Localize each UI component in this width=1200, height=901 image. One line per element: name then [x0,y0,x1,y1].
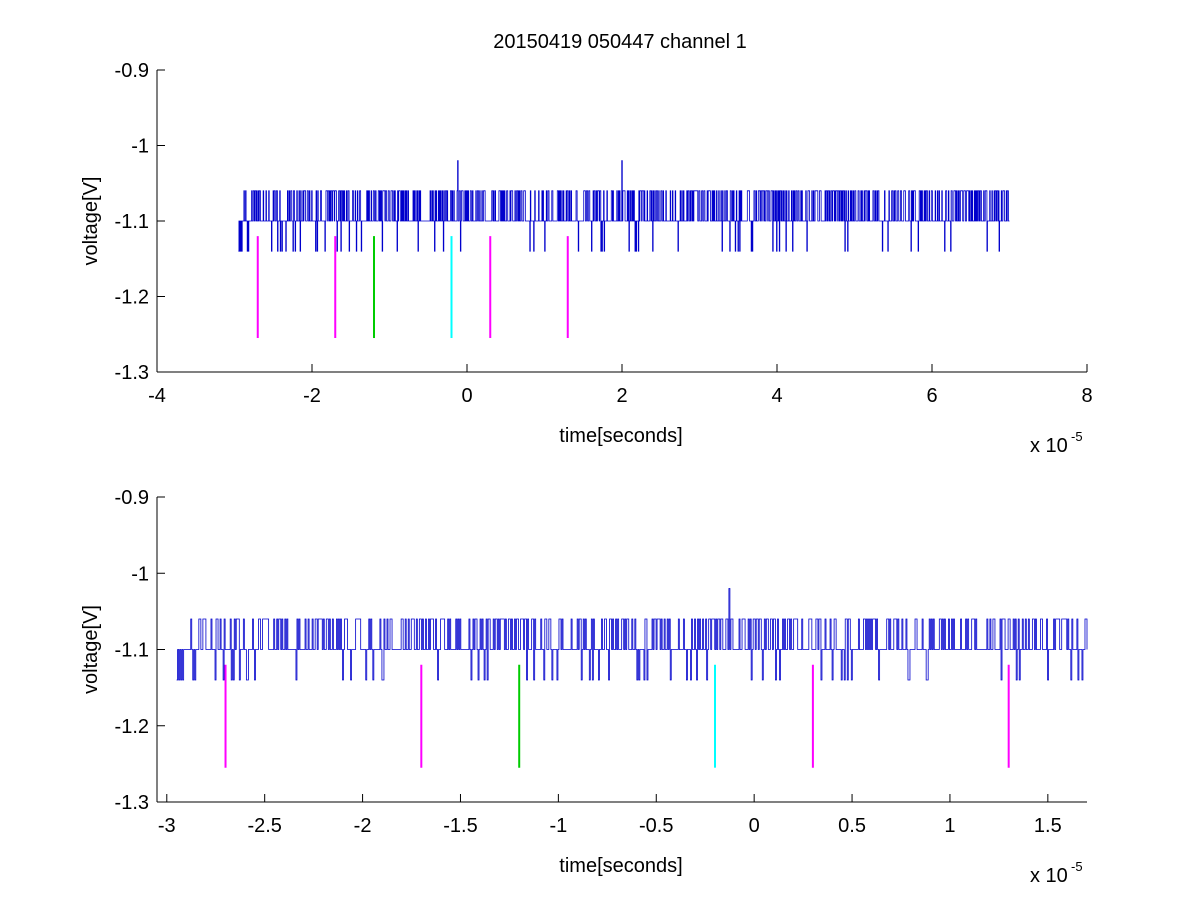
x-tick-label: 0 [749,815,760,837]
x-tick-label: 6 [926,385,937,407]
x-multiplier-exponent: -5 [1071,859,1083,874]
x-tick-label: -1 [549,815,567,837]
x-multiplier-exponent: -5 [1071,429,1083,444]
y-tick-label: -1.2 [115,716,149,738]
x-tick-label: 8 [1081,385,1092,407]
y-tick-label: -0.9 [115,487,149,509]
y-tick-label: -1 [131,136,149,158]
y-tick-label: -1.2 [115,287,149,309]
x-tick-label: -4 [148,385,166,407]
figure-title: 20150419 050447 channel 1 [493,31,747,53]
x-tick-label: 4 [771,385,782,407]
x-tick-label: 0 [461,385,472,407]
y-tick-label: -1.3 [115,362,149,384]
y-tick-label: -0.9 [115,60,149,82]
x-tick-label: 1 [944,815,955,837]
x-tick-label: -1.5 [443,815,477,837]
x-axis-label: time[seconds] [559,425,682,447]
y-tick-label: -1.1 [115,640,149,662]
x-tick-label: 0.5 [838,815,866,837]
x-tick-label: -2 [303,385,321,407]
x-tick-label: -2.5 [247,815,281,837]
y-tick-label: -1.3 [115,792,149,814]
bottom-plot: -0.9 -1 -1.1 -1.2 -1.3 -3 -2.5 -2 -1.5 -1 -0.5 0 0.5… [80,487,1088,887]
x-tick-label: 2 [616,385,627,407]
y-axis-label: voltage[V] [80,605,102,694]
x-multiplier-base: x 10 [1030,865,1068,887]
top-plot: -0.9 -1 -1.1 -1.2 -1.3-4 -2 0 2 4 6 8 time[seconds]… [80,60,1093,457]
y-tick-label: -1 [131,563,149,585]
signal-trace [176,588,1088,681]
x-tick-label: -3 [158,815,176,837]
x-axis-label: time[seconds] [559,855,682,877]
x-tick-label: -0.5 [639,815,673,837]
x-tick-label: -2 [354,815,372,837]
x-tick-label: 1.5 [1034,815,1062,837]
y-tick-label: -1.1 [115,211,149,233]
y-axis-label: voltage[V] [80,177,102,266]
signal-trace [238,160,1010,252]
x-multiplier-base: x 10 [1030,435,1068,457]
